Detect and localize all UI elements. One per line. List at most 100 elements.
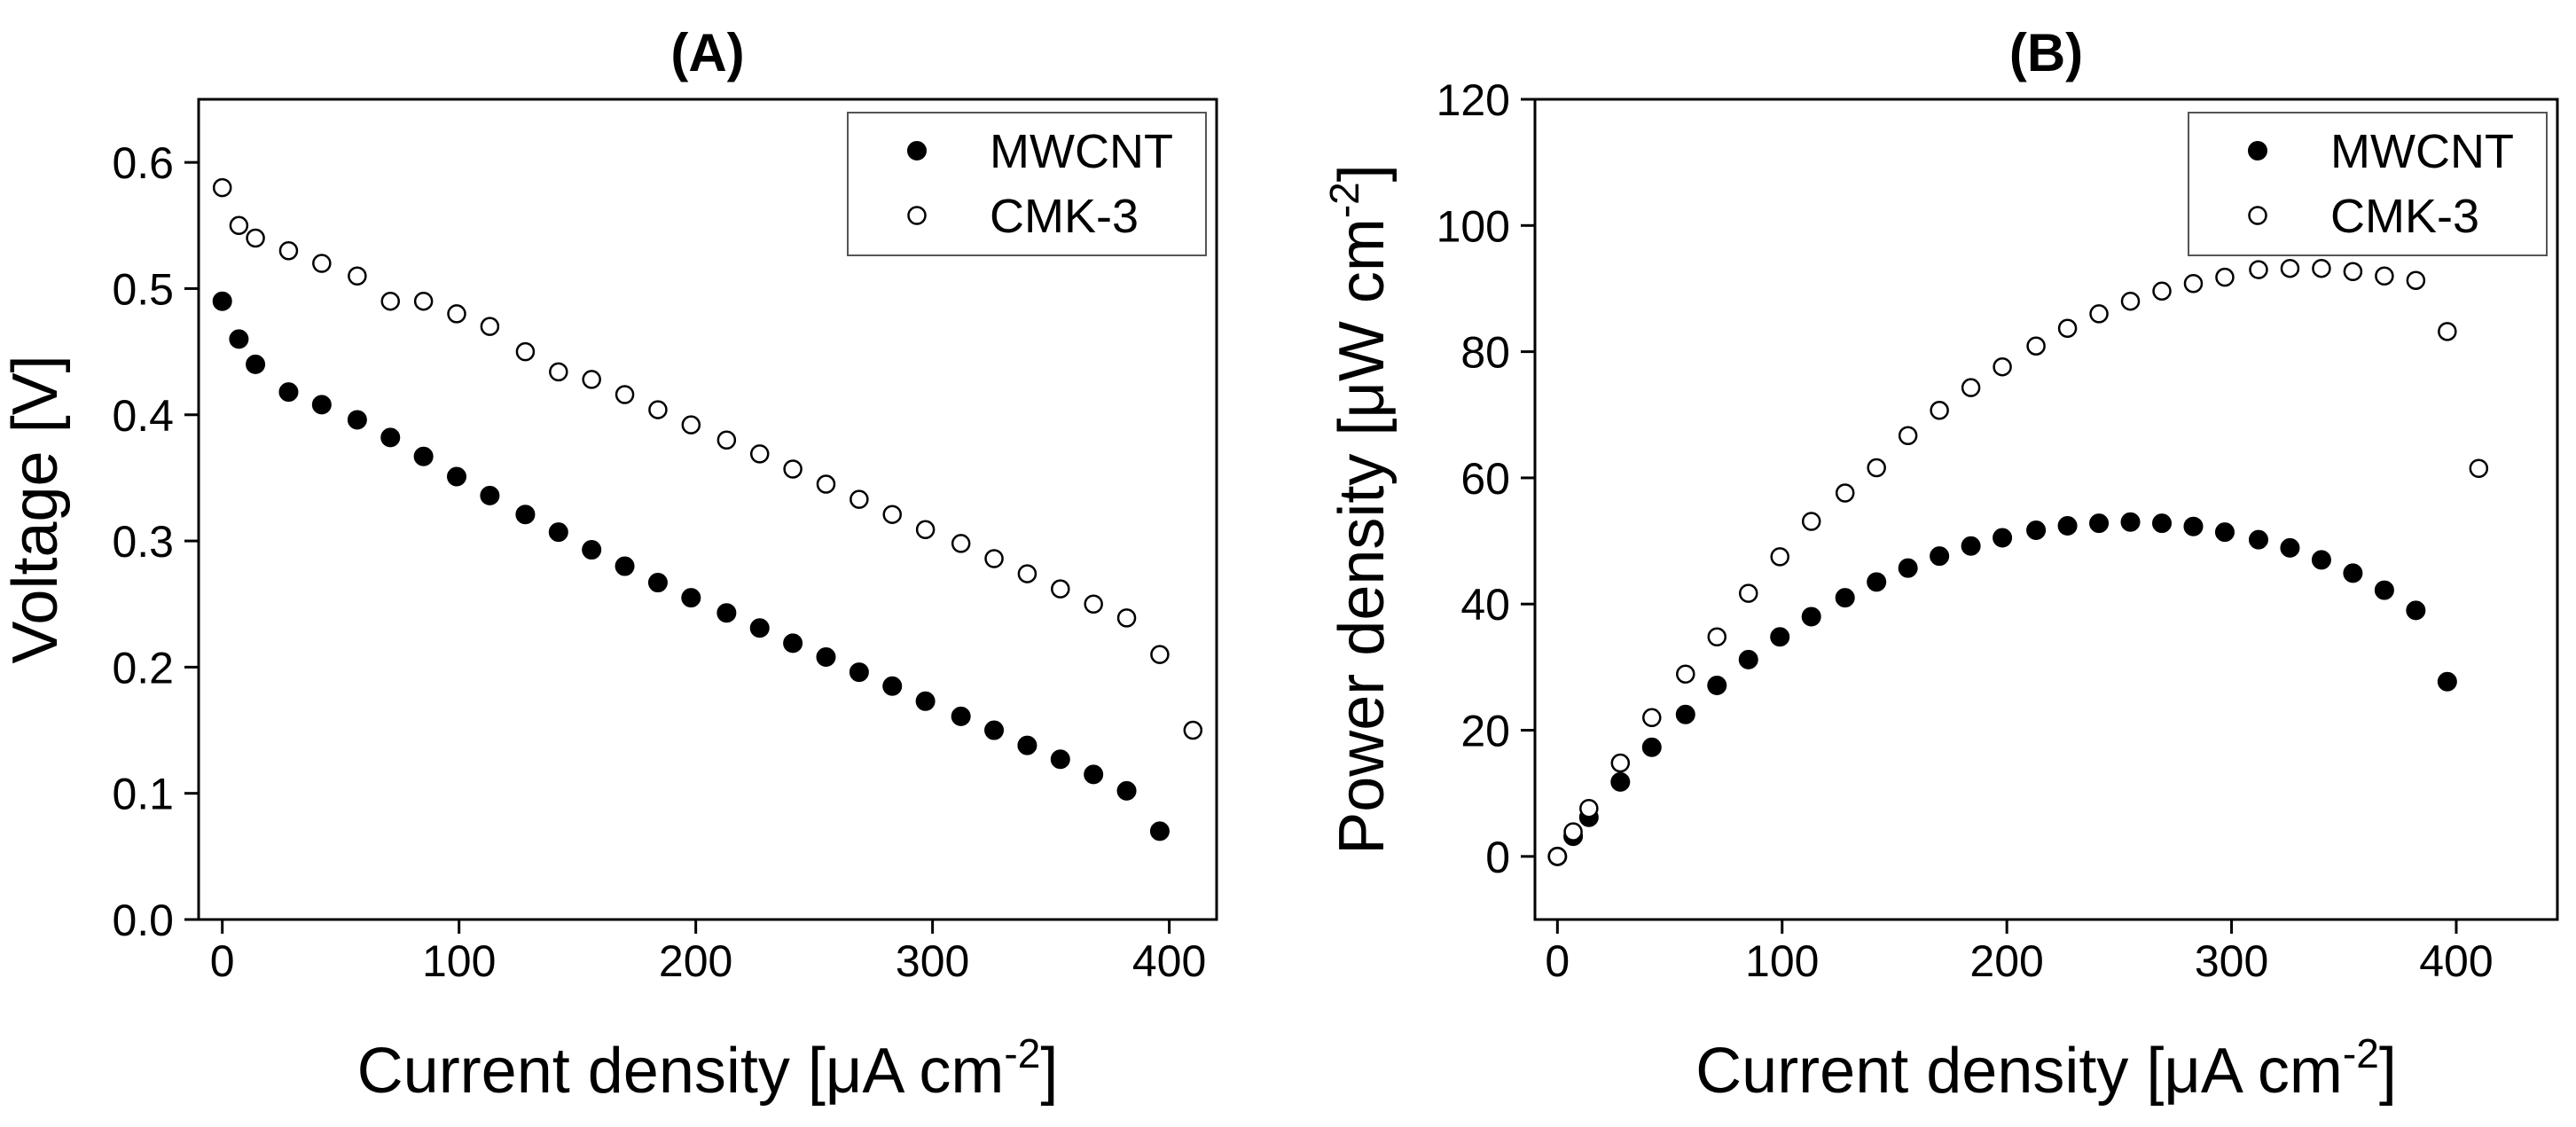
data-point-mwcnt [380,427,401,448]
x-axis-label-main: Current density [μA cm [1695,1036,2343,1107]
data-point-mwcnt [816,647,836,667]
panel-title: (A) [670,23,744,82]
data-point-cmk-3 [2469,458,2489,478]
y-axis-label-main: Power density [μW cm [1327,218,1398,855]
data-point-mwcnt [783,633,803,654]
x-tick-label: 100 [1745,936,1819,986]
data-point-cmk-3 [1738,583,1758,603]
series-cmk-3 [1547,258,2489,866]
data-point-cmk-3 [749,444,770,464]
data-point-mwcnt [2214,522,2235,543]
data-point-cmk-3 [716,430,737,450]
data-point-cmk-3 [1867,458,1886,478]
data-point-cmk-3 [951,534,971,553]
data-point-cmk-3 [648,400,668,419]
data-point-cmk-3 [2343,262,2363,281]
data-point-mwcnt [246,354,266,374]
data-point-cmk-3 [1547,847,1568,866]
legend-marker-mwcnt [2248,141,2267,160]
data-point-cmk-3 [413,291,434,311]
x-axis-label-end: ] [2379,1036,2397,1107]
data-point-cmk-3 [681,415,701,434]
data-point-cmk-3 [915,520,936,540]
data-point-mwcnt [2311,550,2331,570]
data-point-mwcnt [447,466,467,487]
data-point-cmk-3 [1707,627,1727,646]
x-tick-label: 300 [2195,936,2268,986]
data-point-cmk-3 [1017,564,1037,583]
data-point-mwcnt [1835,588,1855,608]
data-point-mwcnt [1116,780,1137,801]
data-point-mwcnt [1149,821,1170,841]
legend-marker-mwcnt [907,141,927,160]
data-point-cmk-3 [2406,270,2426,290]
x-tick-label: 200 [1969,936,2043,986]
data-point-cmk-3 [1563,822,1583,841]
data-point-cmk-3 [1084,594,1103,614]
data-point-cmk-3 [1642,708,1662,728]
chart-panel-b: (B) 0 100 200 300 400 0 20 40 60 80 100 120 Current d… [1321,23,2559,1107]
data-point-cmk-3 [212,177,232,198]
data-point-mwcnt [716,603,737,623]
data-point-mwcnt [413,446,434,466]
data-point-cmk-3 [2438,322,2457,341]
data-point-cmk-3 [816,474,836,494]
data-point-cmk-3 [2375,266,2394,286]
data-point-cmk-3 [2120,291,2141,311]
data-point-mwcnt [2248,529,2268,550]
data-point-mwcnt [1610,771,1631,792]
data-point-mwcnt [2089,513,2110,534]
data-point-mwcnt [1801,607,1821,627]
x-axis-label-main: Current density [μA cm [357,1036,1005,1107]
series-cmk-3 [212,177,1203,740]
data-point-mwcnt [278,382,299,403]
data-point-cmk-3 [1993,356,2012,377]
data-point-cmk-3 [480,317,500,336]
plot-frame [1533,98,2559,921]
y-axis-label-main: Voltage [V] [0,355,71,663]
series-mwcnt [1547,512,2457,866]
data-point-cmk-3 [1898,426,1918,445]
legend: MWCNT CMK-3 [2188,112,2548,256]
x-tick-label: 300 [896,936,969,986]
data-point-mwcnt [647,573,668,593]
data-point-cmk-3 [2183,274,2204,293]
data-point-cmk-3 [229,215,249,236]
data-point-mwcnt [1961,536,1981,556]
data-point-mwcnt [2152,513,2173,534]
data-point-mwcnt [849,662,869,683]
legend-label-cmk-3: CMK-3 [990,190,1139,243]
data-point-cmk-3 [1801,512,1821,531]
data-point-mwcnt [229,329,249,349]
data-point-mwcnt [2437,671,2457,692]
y-axis-label: Voltage [V] [0,355,71,663]
data-point-mwcnt [681,588,701,608]
data-point-mwcnt [1738,649,1758,669]
x-tick-label: 0 [1545,936,1570,986]
data-point-mwcnt [2183,516,2204,536]
data-point-cmk-3 [246,228,265,248]
data-point-cmk-3 [380,291,401,311]
data-point-mwcnt [515,505,536,525]
data-point-mwcnt [2343,563,2363,583]
y-tick-label: 20 [1460,707,1510,756]
y-axis-label-sup: -2 [1321,182,1367,218]
series-mwcnt [212,291,1170,841]
x-axis-label: Current density [μA cm-2] [1695,1030,2397,1107]
data-point-mwcnt [1017,735,1037,755]
data-point-cmk-3 [2249,260,2268,279]
data-point-mwcnt [2120,512,2141,532]
x-axis-label-end: ] [1040,1036,1058,1107]
x-axis-label-sup: -2 [1004,1030,1040,1076]
data-point-mwcnt [1707,676,1727,696]
data-point-mwcnt [347,410,367,430]
data-point-mwcnt [2374,580,2394,600]
data-point-mwcnt [915,691,936,711]
y-tick-label: 120 [1437,75,1510,125]
data-point-cmk-3 [582,370,601,389]
data-point-cmk-3 [1051,579,1070,599]
data-point-cmk-3 [515,341,536,362]
chart-panel-a: (A) 0 100 200 300 400 0.0 0.1 0.2 0.3 0.4 0.5 0.6 Cur… [0,23,1218,1107]
data-point-cmk-3 [1150,645,1170,664]
